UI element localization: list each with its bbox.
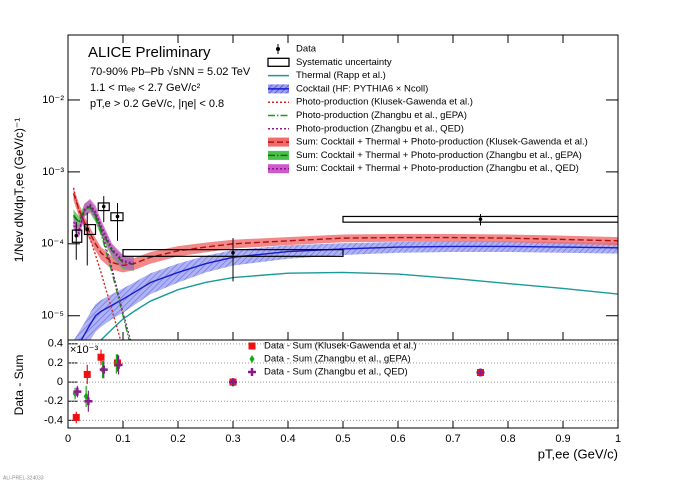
legend-label: Data - Sum (Klusek-Gawenda et al.)	[264, 341, 417, 352]
x-axis-label: pT,ee (GeV/c)	[538, 446, 618, 461]
series-line	[100, 271, 618, 340]
data-point	[83, 370, 91, 378]
y-tick-label: -0.2	[44, 395, 63, 407]
legend-swatch	[267, 57, 290, 67]
series-line	[72, 187, 122, 340]
x-tick-label: 0.3	[225, 433, 240, 445]
legend-swatch	[276, 47, 280, 51]
top-panel: 10⁻⁵ 10⁻⁴ 10⁻³ 10⁻² Data Systematic uncertain…	[41, 35, 619, 340]
multiplier: ×10⁻³	[70, 344, 98, 356]
y-tick-label: 10⁻²	[42, 94, 64, 106]
data-point	[229, 378, 237, 387]
legend-label: Photo-production (Klusek-Gawenda et al.)	[296, 97, 473, 108]
syst-box	[83, 223, 97, 236]
data-point	[114, 360, 123, 369]
data-point	[73, 387, 82, 396]
data-point	[72, 413, 80, 421]
data-point	[115, 214, 120, 219]
series-line	[72, 205, 135, 265]
x-tick-label: 0.4	[280, 433, 295, 445]
y-tick-label: 0.2	[48, 357, 63, 369]
data-point	[74, 233, 79, 238]
legend-label: Sum: Cocktail + Thermal + Photo-producti…	[296, 137, 588, 148]
y-axis-label: Data - Sum	[12, 355, 26, 416]
x-tick-label: 0.5	[335, 433, 350, 445]
annotation: 70-90% Pb–Pb √sNN = 5.02 TeV	[90, 66, 251, 78]
legend-label: Cocktail (HF: PYTHIA6 × Ncoll)	[296, 83, 428, 94]
series-line	[80, 245, 618, 340]
y-tick-label: 10⁻³	[42, 166, 64, 178]
plot-area	[71, 187, 618, 340]
y-tick-label: 10⁻⁵	[41, 310, 64, 322]
legend-swatch	[248, 368, 256, 376]
x-tick-label: 0	[65, 433, 71, 445]
legend-swatch	[268, 164, 289, 174]
legend-label: Sum: Cocktail + Thermal + Photo-producti…	[296, 163, 579, 174]
x-tick-label: 0.9	[555, 433, 570, 445]
legend-swatch	[248, 342, 256, 350]
syst-box	[110, 212, 124, 222]
x-tick-label: 0.2	[170, 433, 185, 445]
legend-label: Data	[296, 44, 317, 55]
legend-label: Photo-production (Zhangbu et al., QED)	[296, 123, 464, 134]
data-point	[101, 204, 106, 209]
syst-box	[71, 229, 83, 243]
bottom-panel: -0.4 -0.2 0 0.2 0.4 0 0.1 0.2 0.3 0.4 0.5 0.6 0.7 0.8…	[44, 338, 621, 445]
legend-swatch	[249, 355, 255, 363]
x-tick-label: 1	[615, 433, 621, 445]
y-axis-label: 1/Nev dN/dpT,ee (GeV/c)⁻¹	[12, 118, 26, 262]
x-tick-label: 0.1	[115, 433, 130, 445]
annotation: 1.1 < mₑₑ < 2.7 GeV/c²	[90, 82, 201, 94]
x-tick-label: 0.8	[500, 433, 515, 445]
uncertainty-band-hatch	[73, 241, 618, 340]
legend-label: Data - Sum (Zhangbu et al., QED)	[264, 367, 408, 378]
annotation: pT,e > 0.2 GeV/c, |ηe| < 0.8	[90, 98, 224, 110]
legend-label: Systematic uncertainty	[296, 57, 392, 68]
data-point	[84, 397, 93, 406]
legend: Data Systematic uncertainty Thermal (Rapp …	[267, 44, 588, 174]
y-tick-label: 0.4	[48, 338, 63, 350]
chart-title: ALICE Preliminary	[88, 44, 211, 61]
data-point	[97, 353, 105, 361]
x-tick-label: 0.6	[390, 433, 405, 445]
legend-label: Thermal (Rapp et al.)	[296, 70, 386, 81]
legend-label: Data - Sum (Zhangbu et al., gEPA)	[264, 354, 411, 365]
bottom-frame	[67, 339, 619, 429]
y-tick-label: 0	[57, 376, 63, 388]
data-point	[231, 251, 235, 255]
legend-label: Photo-production (Zhangbu et al., gEPA)	[296, 110, 467, 121]
legend-label: Sum: Cocktail + Thermal + Photo-producti…	[296, 150, 582, 161]
series-line	[72, 206, 130, 340]
plot-area	[72, 349, 485, 424]
y-tick-label: -0.4	[44, 414, 63, 426]
footer: ALI-PREL-324033	[3, 475, 44, 481]
data-point	[478, 217, 483, 221]
data-point	[99, 365, 108, 374]
uncertainty-band	[73, 187, 618, 273]
series-line	[72, 193, 618, 267]
series-line	[72, 203, 135, 264]
data-point	[85, 227, 90, 231]
x-tick-label: 0.7	[445, 433, 460, 445]
data-point	[476, 368, 485, 377]
y-tick-label: 10⁻⁴	[41, 238, 64, 250]
